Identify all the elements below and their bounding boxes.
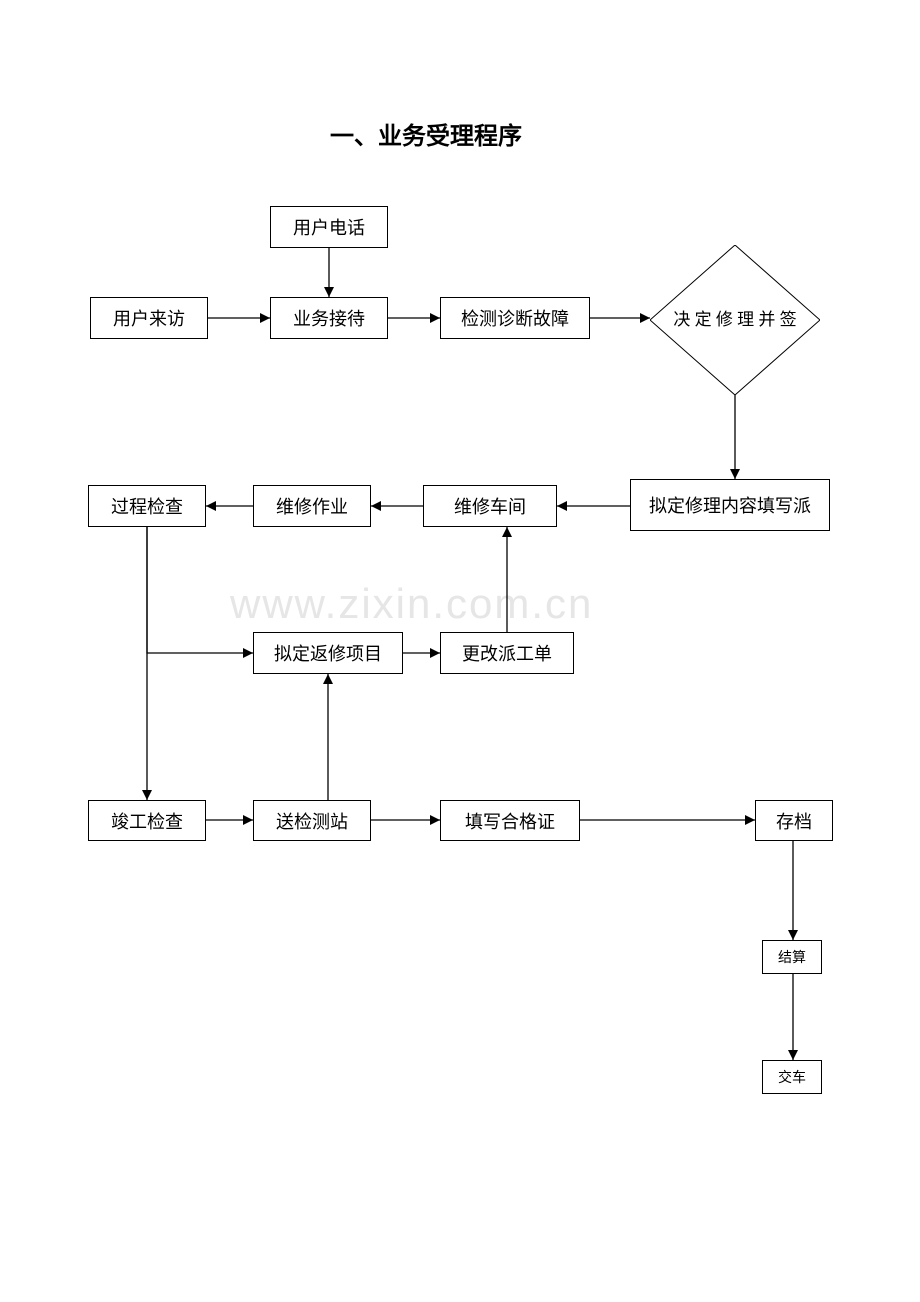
- edge-workshop-to-repair_work: [359, 494, 435, 518]
- edge-send_test-to-fill_cert: [359, 808, 452, 832]
- node-label-decision: 决 定 修 理 并 签: [650, 245, 820, 395]
- edge-reception-to-diagnose: [376, 306, 452, 330]
- edge-settle-to-deliver: [781, 962, 805, 1072]
- edge-send_test-to-rework_plan: [316, 662, 340, 812]
- node-workshop: 维修车间: [423, 485, 557, 527]
- node-decision: 决 定 修 理 并 签: [650, 245, 820, 395]
- node-send_test: 送检测站: [253, 800, 371, 841]
- node-repair_work: 维修作业: [253, 485, 371, 527]
- edge-archive-to-settle: [781, 829, 805, 952]
- node-fill_cert: 填写合格证: [440, 800, 580, 841]
- edge-decision-to-plan_repair: [723, 383, 747, 491]
- edge-user_call-to-reception: [317, 236, 341, 309]
- watermark: www.zixin.com.cn: [230, 580, 593, 628]
- edge-proc_check-to-final_check: [135, 515, 159, 812]
- node-user_visit: 用户来访: [90, 297, 208, 339]
- edge-plan_repair-to-workshop: [545, 494, 642, 518]
- edge-user_visit-to-reception: [196, 306, 282, 330]
- edge-final_check-to-send_test: [194, 808, 265, 832]
- page-title: 一、业务受理程序: [330, 116, 522, 151]
- node-diagnose: 检测诊断故障: [440, 297, 590, 339]
- edge-update_order-to-workshop: [495, 515, 519, 644]
- edge-rework_plan-to-update_order: [391, 641, 452, 665]
- edge-diagnose-to-decision: [578, 306, 662, 330]
- edge-fill_cert-to-archive: [568, 808, 767, 832]
